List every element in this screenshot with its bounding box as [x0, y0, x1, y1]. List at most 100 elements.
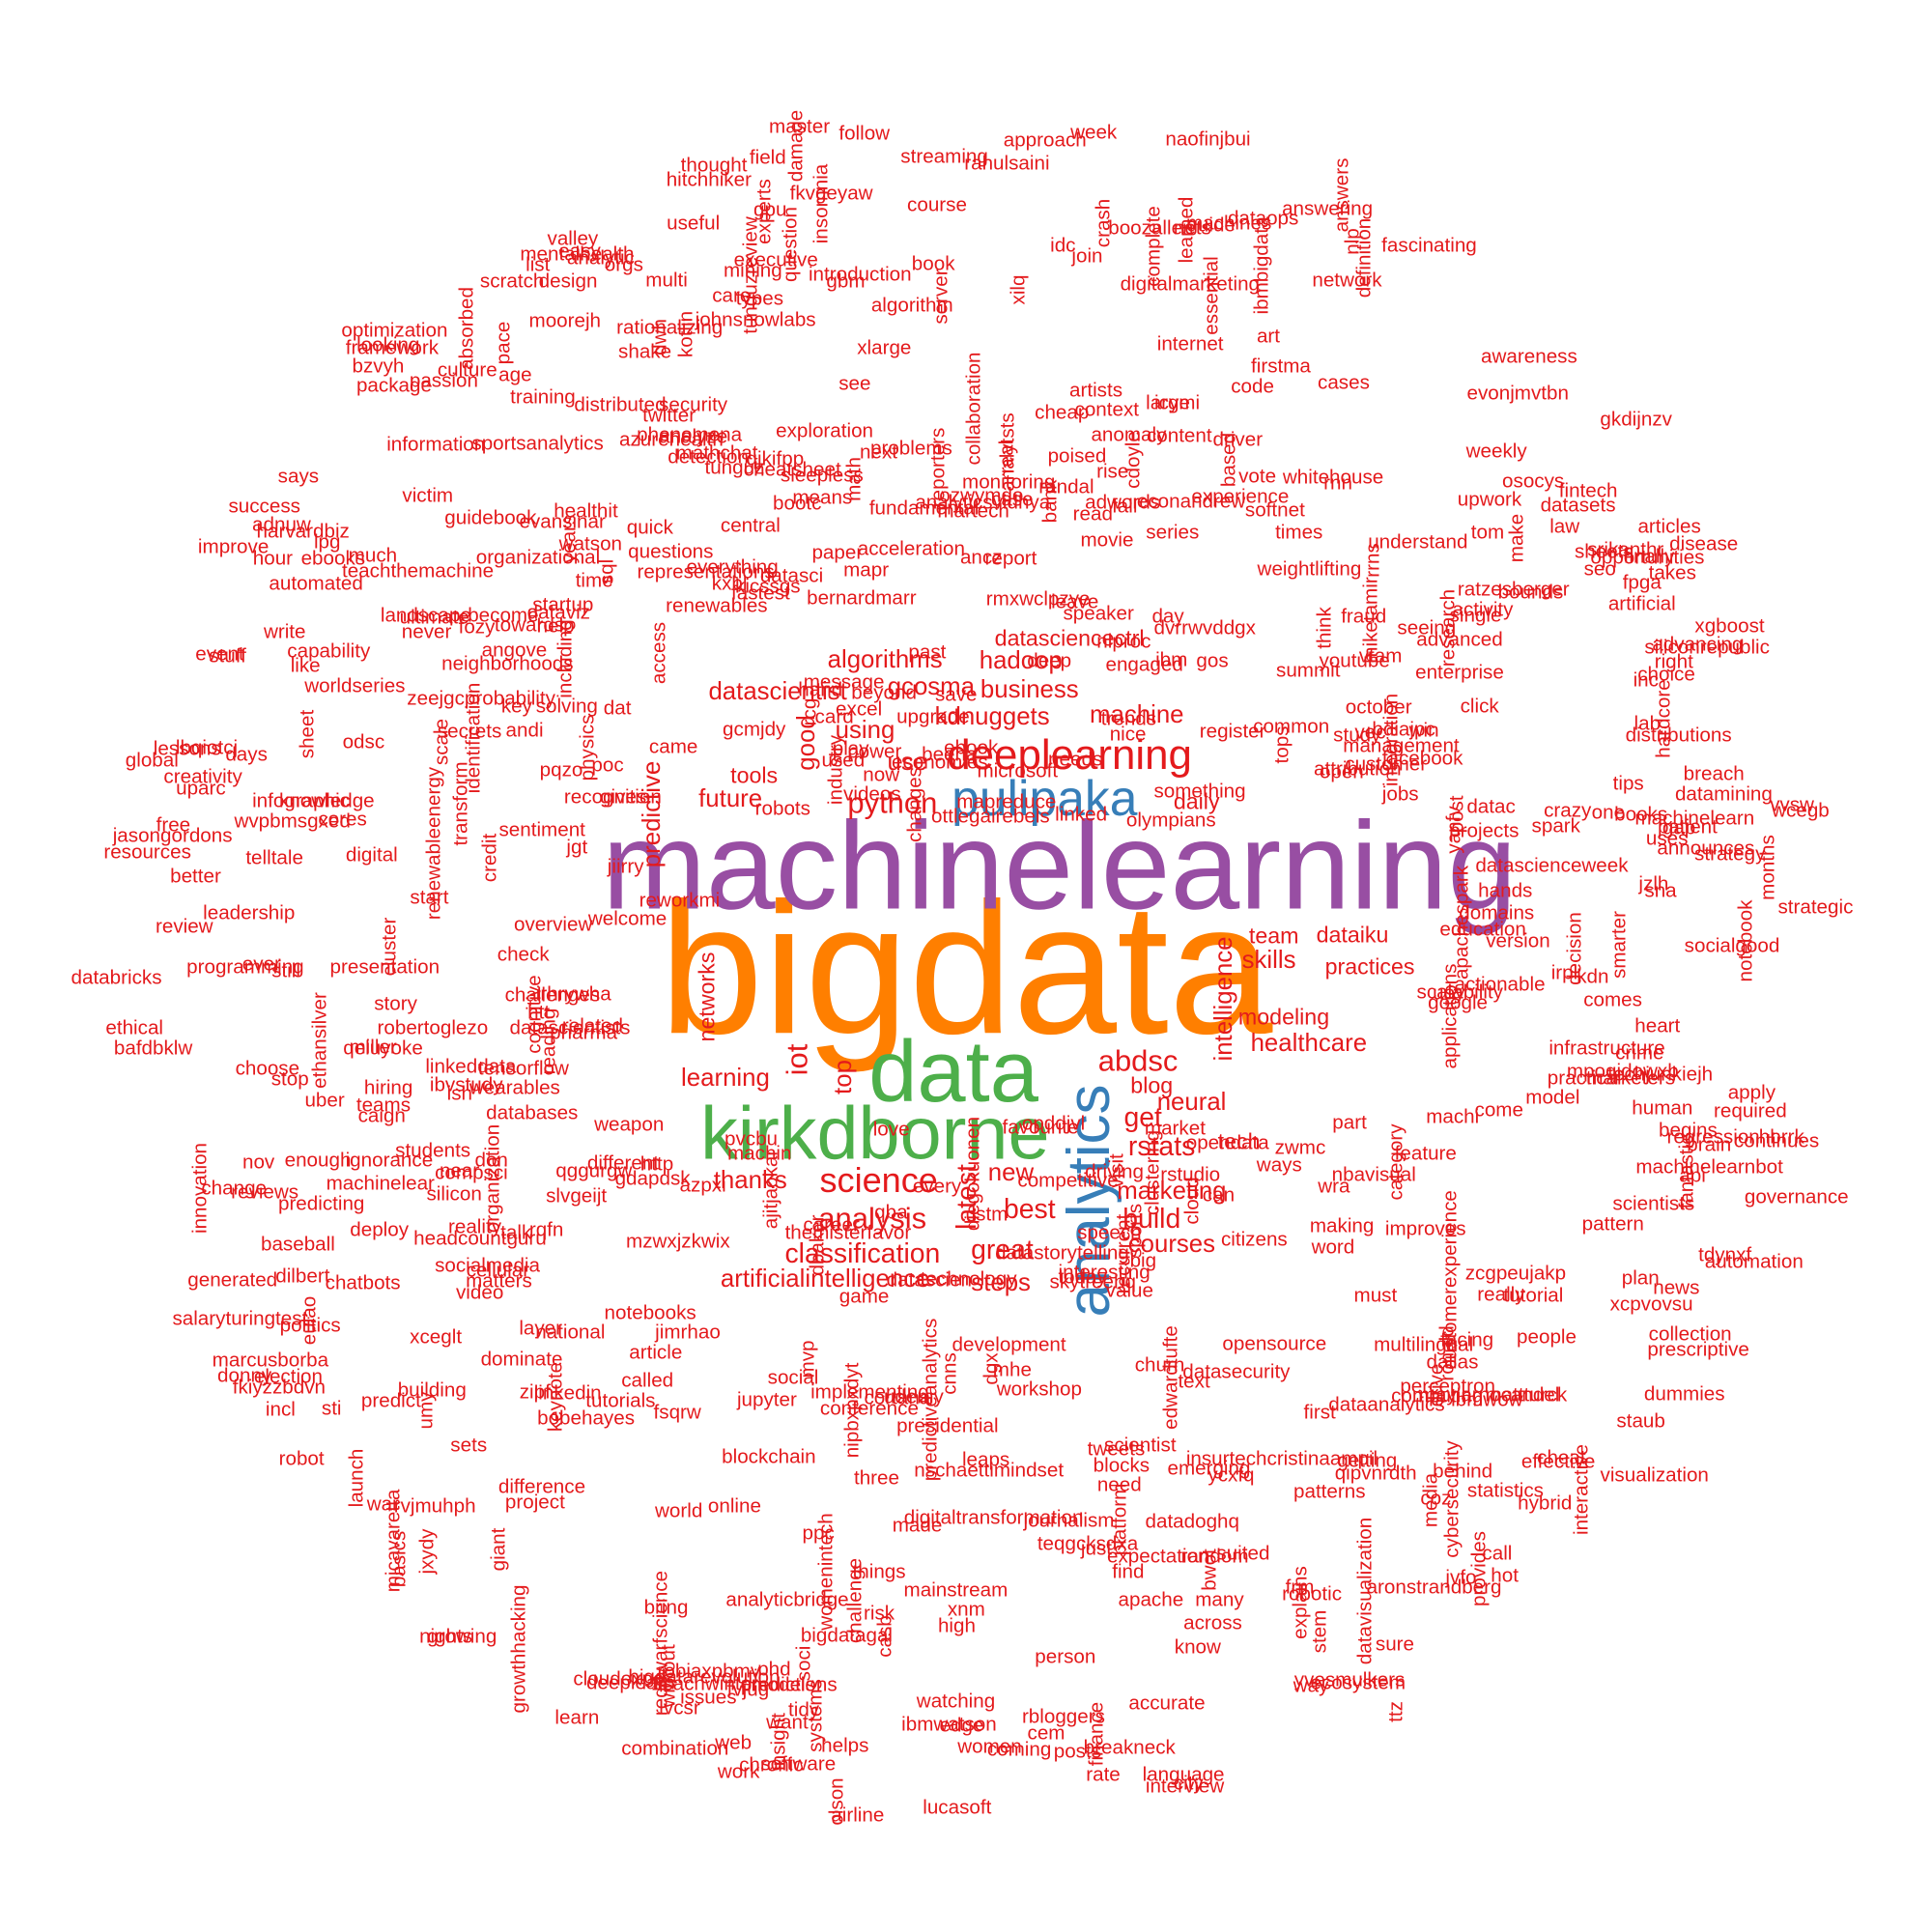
word-miketamir: miketamir: [1359, 576, 1382, 664]
word-getting: getting: [1337, 1449, 1398, 1472]
word-orgs: orgs: [604, 253, 643, 276]
word-deeplearning: deeplearning: [947, 730, 1192, 779]
word-gbm: gbm: [826, 270, 866, 293]
word-anomaly: anomaly: [1091, 424, 1167, 447]
word-days: days: [225, 743, 268, 766]
word-gap: gap: [1662, 817, 1696, 840]
word-related: related: [561, 1014, 624, 1037]
word-change: change: [201, 1177, 268, 1200]
word-inc: inc: [1633, 668, 1659, 692]
word-brain: brain: [1687, 1133, 1732, 1156]
word-takes: takes: [1648, 561, 1696, 584]
word-notebooks: notebooks: [604, 1301, 696, 1324]
word-seeing: seeing: [1397, 616, 1457, 639]
word-ibvstudy: ibvstudy: [429, 1073, 503, 1096]
word-passion: passion: [409, 369, 478, 392]
word-math: math: [842, 457, 866, 501]
word-changes: changes: [903, 767, 926, 843]
word-data: data: [868, 1022, 1038, 1121]
word-robot: robot: [278, 1447, 325, 1470]
word-marketers: marketers: [1586, 1067, 1676, 1091]
word-human: human: [1632, 1096, 1693, 1120]
word-http: http: [639, 1152, 674, 1176]
word-high: high: [937, 1615, 976, 1638]
word-qjkifpp: qjkifpp: [746, 447, 805, 470]
word-understand: understand: [1368, 530, 1468, 554]
word-phd: phd: [757, 1658, 791, 1681]
word-dbaker: dbaker: [806, 1214, 829, 1276]
word-dataops: dataops: [1227, 207, 1299, 230]
word-mainstream: mainstream: [903, 1578, 1009, 1602]
word-useful: useful: [667, 213, 721, 236]
word-driver: driver: [1212, 428, 1264, 451]
word-arnocandel: arnocandel: [1461, 1383, 1560, 1406]
word-solving: solving: [535, 695, 598, 718]
word-gcmjdy: gcmjdy: [723, 718, 786, 741]
word-mvp: mvp: [797, 1340, 820, 1378]
word-renewableenergy: renewableenergy: [423, 766, 446, 920]
word-machinelearnbot: machinelearnbot: [1635, 1155, 1783, 1179]
word-fkvgeyaw: fkvgeyaw: [789, 182, 873, 205]
word-microsoft: microsoft: [977, 759, 1059, 782]
word-hand: hand: [798, 678, 843, 701]
word-olson: olson: [826, 1776, 849, 1826]
word-fozy: fozy: [458, 615, 496, 639]
word-jobs: jobs: [1381, 782, 1419, 806]
word-reworkmi: reworkmi: [639, 889, 721, 912]
word-weekly: weekly: [1465, 440, 1527, 463]
word-key: key: [500, 695, 532, 718]
word-evonjmvtbn: evonjmvtbn: [1466, 383, 1569, 406]
word-machines: machines: [1186, 212, 1272, 235]
word-techjunkiejh: techjunkiejh: [1607, 1064, 1714, 1087]
word-opendata: opendata: [1185, 1131, 1269, 1154]
word-algorithm: algorithm: [870, 294, 953, 317]
word-industry: industry: [824, 734, 847, 806]
word-education: education: [1439, 919, 1526, 942]
word-ratzesberger: ratzesberger: [1457, 578, 1570, 601]
word-boozallen: boozallen: [1108, 217, 1194, 241]
word-card: card: [814, 706, 854, 729]
word-diegokuonen: diegokuonen: [961, 1116, 984, 1231]
word-rmxwclpzye: rmxwclpzye: [985, 588, 1091, 611]
word-much: much: [348, 544, 398, 567]
word-socialmedia: socialmedia: [435, 1254, 540, 1277]
word-challenge: challenge: [843, 1557, 867, 1643]
word-datascientist: datascientist: [708, 678, 847, 706]
word-improve: improve: [197, 536, 270, 559]
word-insurtechcristinaampil: insurtechcristinaampil: [1185, 1447, 1378, 1470]
word-poised: poised: [1047, 444, 1107, 468]
word-pvcbu: pvcbu: [724, 1127, 779, 1151]
word-presidential: presidential: [896, 1415, 999, 1438]
word-report: report: [984, 547, 1037, 570]
word-model: model: [1525, 1086, 1580, 1109]
word-computing: computing: [1391, 1384, 1484, 1407]
word-iot: iot: [780, 1043, 814, 1076]
word-event: event: [195, 642, 244, 666]
word-ebooks: ebooks: [300, 547, 366, 570]
word-giant: giant: [488, 1527, 511, 1572]
word-play: play: [832, 738, 869, 761]
word-war: war: [366, 1492, 399, 1516]
word-learned: learned: [1175, 196, 1198, 263]
word-dominate: dominate: [480, 1348, 563, 1371]
word-predict: predict: [360, 1389, 421, 1412]
word-combination: combination: [621, 1737, 729, 1760]
word-teachthemachine: teachthemachine: [341, 559, 495, 582]
word-moorejh: moorejh: [528, 310, 602, 333]
word-analytsts: analytsts: [996, 412, 1019, 492]
word-mattturck: mattturck: [1485, 1383, 1568, 1406]
word-election: election: [253, 1365, 323, 1388]
word-headcountguru: headcountguru: [413, 1227, 547, 1250]
word-rstats: rstats: [1127, 1130, 1196, 1162]
word-acceleration: acceleration: [857, 538, 965, 561]
word-deep: deep: [1027, 649, 1072, 672]
word-single: single: [1449, 604, 1502, 627]
word-build: build: [1122, 1203, 1181, 1235]
word-cloud: cloud: [1181, 1177, 1205, 1225]
word-naofinjbui: naofinjbui: [1165, 128, 1251, 151]
word-feature: feature: [1394, 1142, 1457, 1165]
word-apply: apply: [1727, 1081, 1776, 1104]
word-xnm: xnm: [947, 1598, 985, 1621]
word-caign: caign: [357, 1105, 406, 1128]
word-practical: practical: [1547, 1066, 1622, 1090]
